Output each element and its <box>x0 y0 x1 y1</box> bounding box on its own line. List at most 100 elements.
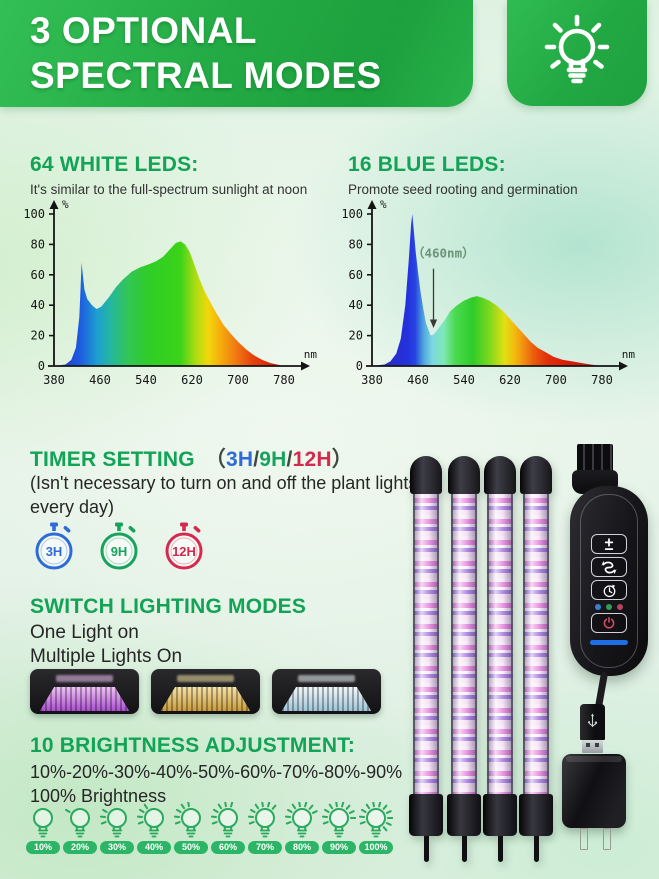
header-bulb-tile <box>507 0 647 106</box>
brightness-level-80pct: 80% <box>285 802 319 854</box>
svg-text:380: 380 <box>43 373 65 387</box>
svg-text:3H: 3H <box>46 544 63 559</box>
svg-text:80: 80 <box>31 237 45 251</box>
brightness-line2: 100% Brightness <box>30 786 167 806</box>
svg-text:620: 620 <box>181 373 203 387</box>
svg-text:20: 20 <box>31 329 45 343</box>
usb-plug <box>580 704 605 740</box>
led-bar-tube <box>413 494 439 794</box>
brightness-title: 10 BRIGHTNESS ADJUSTMENT: <box>30 734 356 757</box>
glowing-panel <box>160 687 251 711</box>
blue-led-spectrum-chart: 0 20 40 60 80 100 380 460 540 620 700 780% nm （460nm） <box>341 198 636 387</box>
led-bar-base <box>519 794 553 836</box>
adapter-prong-left <box>580 828 588 850</box>
timer-title: TIMER SETTING <box>30 448 195 471</box>
mode-thumbnail-cool <box>272 669 381 714</box>
led-bar-4 <box>519 456 553 862</box>
svg-text:80: 80 <box>349 237 363 251</box>
switch-modes-title: SWITCH LIGHTING MODES <box>30 595 307 618</box>
svg-text:700: 700 <box>545 373 567 387</box>
brightness-level-20pct: 20% <box>63 802 97 854</box>
svg-text:60: 60 <box>349 268 363 282</box>
svg-text:40: 40 <box>31 298 45 312</box>
glowing-panel <box>281 687 372 711</box>
green-indicator-dot <box>606 604 612 610</box>
usb-contact-slot <box>586 743 590 747</box>
white-leds-title: 64 WHITE LEDS: <box>30 153 199 176</box>
mode-thumbnail-warm <box>151 669 260 714</box>
timer-paren-close: ） <box>331 448 353 471</box>
timer-note-line1: (Isn't necessary to turn on and off the … <box>30 473 418 493</box>
timer-clock-icon <box>603 584 615 597</box>
glowing-panel <box>39 687 130 711</box>
svg-text:620: 620 <box>499 373 521 387</box>
led-bar-cable <box>423 836 429 862</box>
brightness-level-100pct: 100% <box>359 802 393 854</box>
led-bar-cap <box>448 456 480 494</box>
led-bar-cap <box>520 456 552 494</box>
led-bar-cable <box>461 836 467 862</box>
timer-option-9h: 9H <box>259 448 287 471</box>
usb-contact-slot <box>595 743 599 747</box>
brightness-pill: 50% <box>174 841 208 854</box>
brightness-pill: 30% <box>100 841 134 854</box>
mode-thumbnail-purple <box>30 669 139 714</box>
led-bar-3 <box>483 456 517 862</box>
svg-text:nm: nm <box>304 348 318 361</box>
svg-text:（460nm）: （460nm） <box>412 246 475 261</box>
controller-faceplate <box>580 494 638 668</box>
brightness-pill: 70% <box>248 841 282 854</box>
led-bar-tube <box>487 494 513 794</box>
mode-cycle-icon <box>601 560 617 574</box>
brightness-pill: 80% <box>285 841 319 854</box>
stopwatch-9h-icon: 9H <box>96 521 142 578</box>
brightness-line1: 10%-20%-30%-40%-50%-60%-70%-80%-90% <box>30 762 403 782</box>
brightness-level-10pct: 10% <box>26 802 60 854</box>
led-bar-tube <box>523 494 549 794</box>
svg-text:460: 460 <box>407 373 429 387</box>
svg-text:12H: 12H <box>172 544 196 559</box>
brightness-pill: 60% <box>211 841 245 854</box>
brightness-scale-row: 10% 20% 30% 40% 50% 60% 70% 80% 90% 100% <box>26 802 393 854</box>
power-adapter <box>562 754 626 828</box>
stopwatch-12h-icon: 12H <box>161 521 207 578</box>
svg-text:0: 0 <box>38 359 45 373</box>
fixture-frame <box>56 675 113 682</box>
led-bar-cap <box>484 456 516 494</box>
switch-modes-line1: One Light on <box>30 622 139 643</box>
svg-text:100: 100 <box>341 207 363 221</box>
header-banner: 3 OPTIONAL SPECTRAL MODES <box>0 0 473 107</box>
led-bar-base <box>483 794 517 836</box>
svg-text:9H: 9H <box>111 544 128 559</box>
svg-text:20: 20 <box>349 329 363 343</box>
stopwatch-3h-icon: 3H <box>31 521 77 578</box>
svg-text:380: 380 <box>361 373 383 387</box>
svg-text:540: 540 <box>453 373 475 387</box>
white-led-spectrum-chart: 0 20 40 60 80 100 380 460 540 620 700 780% nm <box>23 198 318 387</box>
svg-text:100: 100 <box>23 207 45 221</box>
brightness-plus-minus-button <box>591 534 627 554</box>
brightness-pill: 10% <box>26 841 60 854</box>
brightness-level-30pct: 30% <box>100 802 134 854</box>
brightness-pill: 20% <box>63 841 97 854</box>
usb-trident-icon <box>587 713 597 727</box>
brightness-pill: 90% <box>322 841 356 854</box>
svg-text:700: 700 <box>227 373 249 387</box>
adapter-prong-right <box>603 828 611 850</box>
red-indicator-dot <box>617 604 623 610</box>
timer-stopwatch-row: 3H 9H 12H <box>31 521 207 578</box>
page-title-line1: 3 OPTIONAL <box>30 10 258 51</box>
timer-option-12h: 12H <box>292 448 332 471</box>
svg-text:780: 780 <box>591 373 613 387</box>
svg-text:nm: nm <box>622 348 636 361</box>
brightness-pill: 40% <box>137 841 171 854</box>
svg-text:%: % <box>380 198 387 211</box>
blue-indicator-dot <box>595 604 601 610</box>
timer-paren-open: （ <box>204 448 226 471</box>
blue-leds-subtitle: Promote seed rooting and germination <box>348 182 578 197</box>
timer-note-line2: every day) <box>30 497 115 517</box>
brightness-plus-minus-icon <box>604 537 614 550</box>
indicator-dots <box>595 604 623 610</box>
status-bar <box>590 640 628 645</box>
